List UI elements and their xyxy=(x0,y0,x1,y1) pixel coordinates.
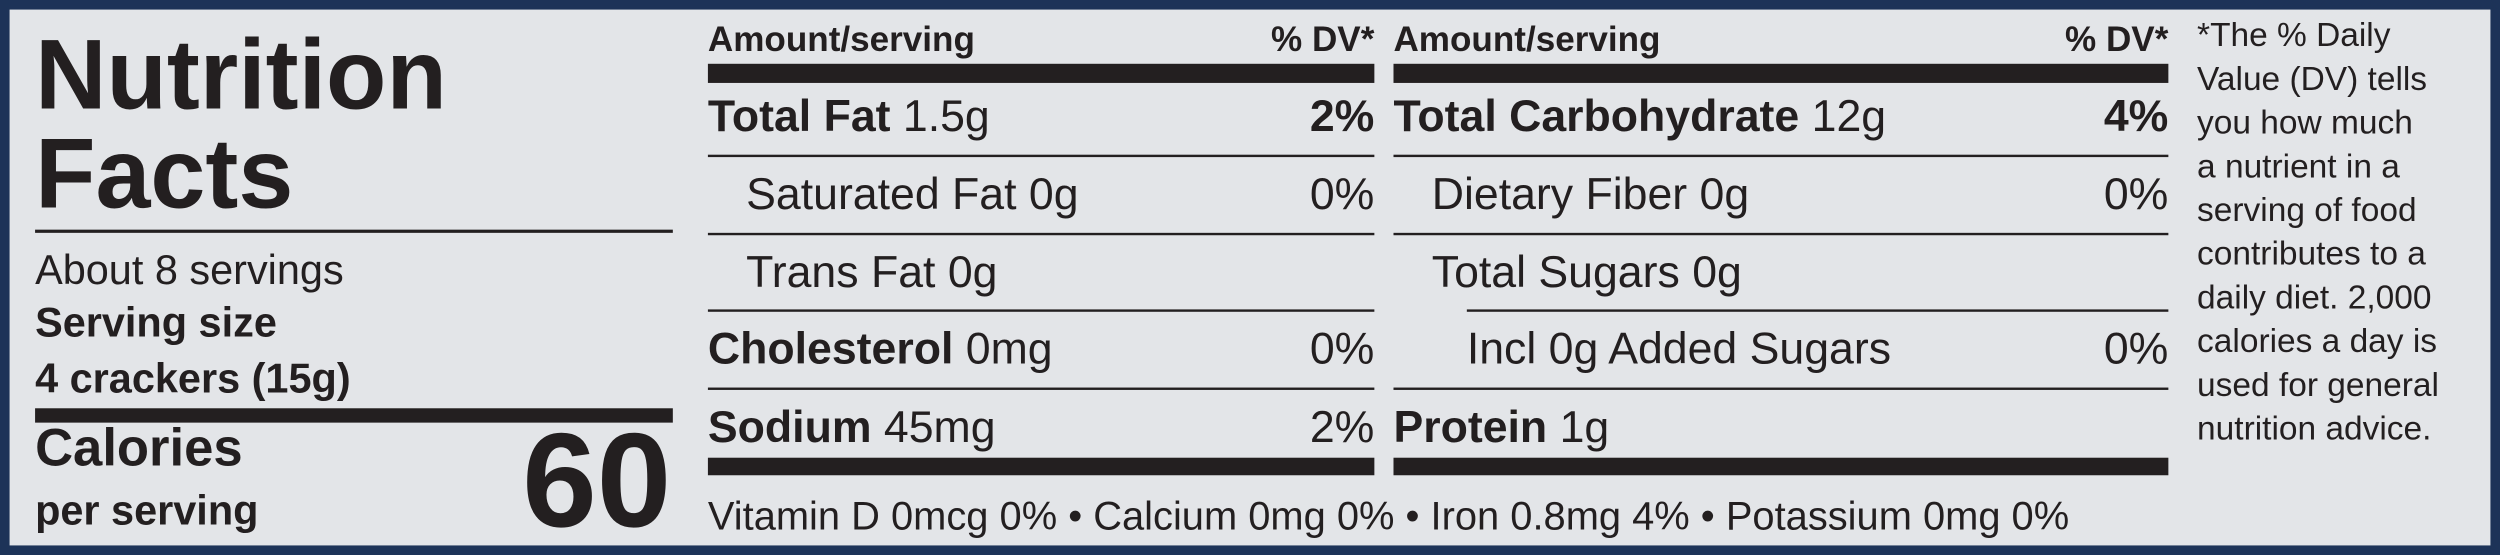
nutrient-amount: 1.5g xyxy=(903,92,990,141)
nutrient-row: Total Sugars 0g xyxy=(1432,248,1742,297)
nutrient-name: Total Carbohydrate xyxy=(1393,92,1799,141)
calories: 60 xyxy=(522,406,671,555)
nutrient-row: Trans Fat 0g xyxy=(746,248,997,297)
footnote: daily diet. 2,000 xyxy=(2197,279,2431,316)
daily-value: 0% xyxy=(2104,325,2168,374)
rule xyxy=(707,63,1375,83)
daily-value: 0% xyxy=(1310,325,1374,374)
nutrient-name: Total Sugars xyxy=(1432,248,1680,297)
serving-size: 4 crackers (15g) xyxy=(35,354,351,401)
nutrient-row: Incl 0g Added Sugars xyxy=(1467,325,1891,374)
footnote: serving of food xyxy=(2197,192,2417,229)
nutrient-amount: 0mg xyxy=(966,325,1053,374)
rule xyxy=(707,309,1375,312)
nutrient-name: Total Fat xyxy=(708,92,891,141)
nutrient-amount: 45mg xyxy=(884,403,996,452)
rule xyxy=(35,408,673,423)
nutrient-row: Cholesterol 0mg xyxy=(708,325,1053,374)
nutrient-name: Dietary Fiber xyxy=(1432,170,1688,219)
title: Nutrition xyxy=(35,19,447,129)
nutrient-name: Saturated Fat xyxy=(746,170,1017,219)
nutrient-row: Sodium 45mg xyxy=(708,403,996,452)
nutrient-row: Protein 1g xyxy=(1393,403,1609,452)
nutrient-name: Incl 0g Added Sugars xyxy=(1467,325,1891,374)
nutrient-amount: 0g xyxy=(1700,170,1750,219)
footnote: used for general xyxy=(2197,367,2439,404)
footnote: *The % Daily xyxy=(2197,17,2391,54)
column-header: Amount/serving xyxy=(708,20,975,59)
column-header: % DV* xyxy=(1271,20,1375,59)
nutrient-name: Trans Fat xyxy=(746,248,936,297)
nutrient-name: Sodium xyxy=(708,403,872,452)
nutrient-amount: 12g xyxy=(1812,92,1886,141)
calories-sub: per serving xyxy=(35,487,258,534)
daily-value: 2% xyxy=(1310,403,1374,452)
nutrient-row: Total Fat 1.5g xyxy=(708,92,990,141)
servings: About 8 servings xyxy=(35,246,344,293)
rule xyxy=(1393,63,2169,83)
nutrient-amount: 0g xyxy=(1692,248,1742,297)
column-header: % DV* xyxy=(2065,20,2169,59)
rule xyxy=(35,229,673,233)
nutrient-amount: 0g xyxy=(1029,170,1079,219)
daily-value: 0% xyxy=(1310,170,1374,219)
rule xyxy=(707,232,1375,236)
calories-label: Calories xyxy=(35,419,243,478)
nutrient-amount: 0g xyxy=(948,248,998,297)
vitamins: Vitamin D 0mcg 0% • Calcium 0mg 0% • Iro… xyxy=(708,494,2069,538)
daily-value: 2% xyxy=(1310,92,1374,141)
rule xyxy=(707,154,1375,158)
footnote: you how much xyxy=(2197,105,2413,142)
serving-size-label: Serving size xyxy=(35,299,277,346)
nutrient-row: Saturated Fat 0g xyxy=(746,170,1078,219)
daily-value: 0% xyxy=(2104,170,2168,219)
nutrient-amount: 1g xyxy=(1560,403,1610,452)
daily-value: 4% xyxy=(2104,92,2168,141)
rule xyxy=(1393,457,2169,476)
rule xyxy=(1466,309,2169,312)
footnote: a nutrient in a xyxy=(2197,148,2400,185)
nutrient-name: Protein xyxy=(1393,403,1547,452)
footnote: nutrition advice. xyxy=(2197,411,2431,448)
rule xyxy=(707,457,1375,476)
rule xyxy=(1393,154,2169,158)
rule xyxy=(1393,232,2169,236)
footnote: Value (DV) tells xyxy=(2197,61,2427,98)
column-header: Amount/serving xyxy=(1393,20,1660,59)
rule xyxy=(1393,387,2169,390)
panel xyxy=(9,9,2491,546)
nutrient-row: Total Carbohydrate 12g xyxy=(1393,92,1886,141)
footnote: calories a day is xyxy=(2197,323,2437,360)
footnote: contributes to a xyxy=(2197,236,2426,273)
title: Facts xyxy=(35,118,293,228)
rule xyxy=(707,387,1375,390)
nutrient-name: Cholesterol xyxy=(708,325,953,374)
nutrient-row: Dietary Fiber 0g xyxy=(1432,170,1749,219)
